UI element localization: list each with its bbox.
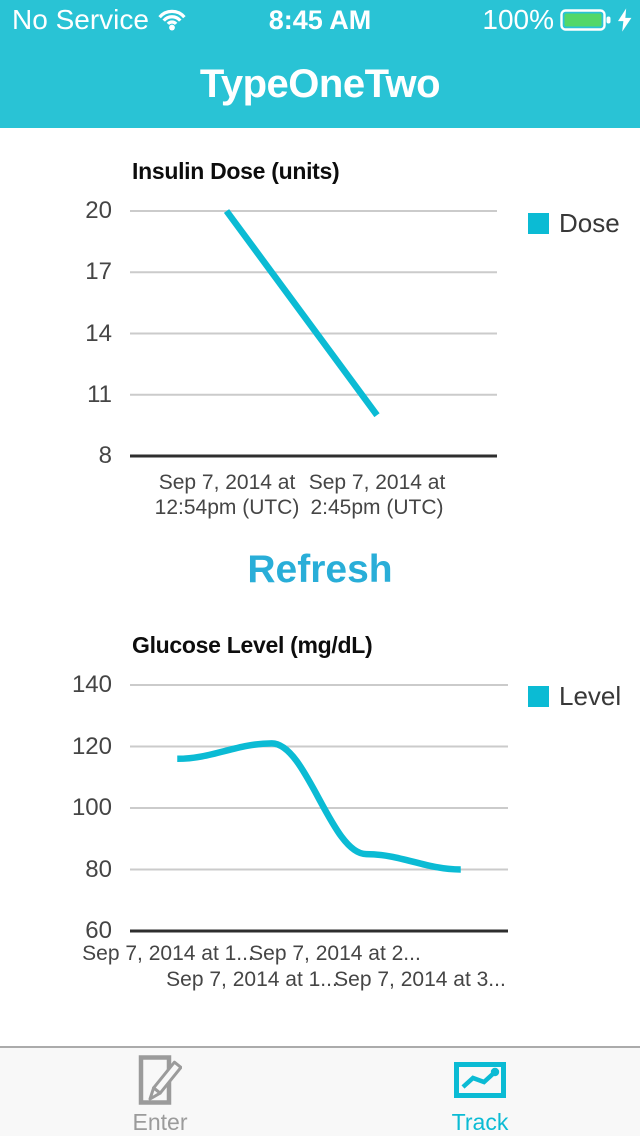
refresh-button[interactable]: Refresh xyxy=(247,548,393,591)
battery-percent: 100% xyxy=(482,4,554,35)
tab-enter[interactable]: Enter xyxy=(0,1048,320,1136)
x-tick: Sep 7, 2014 at 2... xyxy=(249,942,421,965)
legend-swatch xyxy=(528,686,549,707)
refresh-row: Refresh xyxy=(0,548,640,592)
y-tick: 140 xyxy=(71,671,112,698)
y-tick: 100 xyxy=(71,794,112,821)
battery-icon xyxy=(560,9,611,31)
glucose-chart-canvas xyxy=(130,684,508,933)
status-bar-left: No Service xyxy=(12,0,186,40)
status-bar-right: 100% xyxy=(482,0,632,40)
line-chart-icon xyxy=(454,1061,506,1098)
y-tick: 11 xyxy=(87,381,112,408)
y-tick: 17 xyxy=(85,258,112,285)
legend: Dose xyxy=(528,208,620,239)
wifi-icon xyxy=(158,9,186,31)
legend: Level xyxy=(528,681,621,712)
legend-label: Level xyxy=(559,681,622,711)
y-tick: 80 xyxy=(85,856,112,883)
y-tick: 8 xyxy=(98,442,112,469)
x-tick: Sep 7, 2014 at 3... xyxy=(334,968,506,991)
nav-bar: TypeOneTwo xyxy=(0,40,640,128)
y-tick: 120 xyxy=(71,733,112,760)
tab-track[interactable]: Track xyxy=(320,1048,640,1136)
charging-bolt-icon xyxy=(618,8,632,32)
pencil-compose-icon xyxy=(138,1054,182,1105)
track-icon-box xyxy=(454,1053,506,1106)
glucose-level-chart: Glucose Level (mg/dL) 140 120 100 80 60 … xyxy=(0,620,640,1000)
chart-title: Insulin Dose (units) xyxy=(132,158,340,184)
legend-swatch xyxy=(528,213,549,234)
tab-enter-label: Enter xyxy=(132,1109,188,1135)
tab-bar: Enter Track xyxy=(0,1046,640,1136)
insulin-dose-chart: Insulin Dose (units) 20 17 14 11 8 Dose … xyxy=(0,150,640,525)
tab-track-label: Track xyxy=(451,1109,509,1135)
carrier-label: No Service xyxy=(12,4,149,35)
insulin-chart-canvas xyxy=(130,209,497,458)
y-tick: 20 xyxy=(85,197,112,224)
chart-title: Glucose Level (mg/dL) xyxy=(132,632,373,658)
clock: 8:45 AM xyxy=(268,4,372,35)
status-bar: No Service 8:45 AM 100% xyxy=(0,0,640,40)
x-tick: Sep 7, 2014 at 2:45pm (UTC) xyxy=(308,471,446,519)
app-title: TypeOneTwo xyxy=(199,61,441,106)
x-tick: Sep 7, 2014 at 12:54pm (UTC) xyxy=(154,471,300,519)
x-tick: Sep 7, 2014 at 1... xyxy=(82,942,254,965)
y-tick: 60 xyxy=(85,917,112,944)
enter-icon-box xyxy=(138,1053,182,1106)
legend-label: Dose xyxy=(559,208,620,238)
x-tick: Sep 7, 2014 at 1... xyxy=(166,968,338,991)
y-tick: 14 xyxy=(85,320,112,347)
